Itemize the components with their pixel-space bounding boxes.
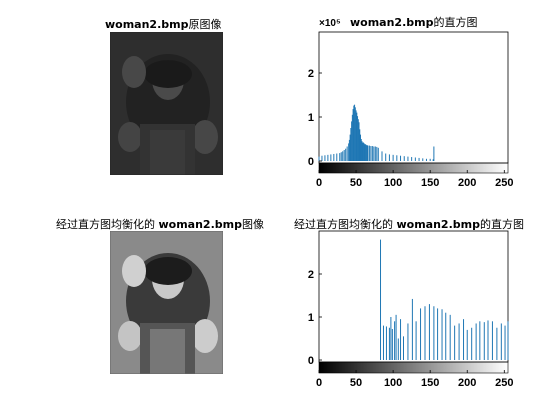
colorbar — [318, 162, 509, 174]
y-tick-label: 0 — [308, 156, 314, 168]
title-equalized-image: 经过直方图均衡化的 woman2.bmp图像 — [56, 218, 264, 231]
colorbar — [318, 361, 509, 374]
x-tick-label: 100 — [384, 377, 402, 389]
x-tick-label: 50 — [350, 177, 362, 189]
x-tick-label: 150 — [421, 177, 439, 189]
y-tick-label: 0 — [308, 355, 314, 367]
title-original-histogram: woman2.bmp的直方图 — [350, 16, 478, 29]
x-tick-label: 100 — [384, 177, 402, 189]
original-photo — [110, 32, 223, 175]
x-tick-label: 150 — [421, 377, 439, 389]
plot-frame — [318, 230, 509, 363]
y-tick-label: 2 — [308, 269, 314, 281]
x-tick-label: 250 — [495, 377, 513, 389]
y-tick-label: 2 — [308, 68, 314, 80]
x-tick-label: 200 — [458, 177, 476, 189]
y-tick-label: 1 — [308, 312, 314, 324]
x-tick-label: 0 — [316, 177, 322, 189]
plot-frame — [318, 31, 509, 164]
x-tick-label: 50 — [350, 377, 362, 389]
exponent-label: ×10⁵ — [319, 18, 341, 29]
title-original-image: woman2.bmp原图像 — [105, 18, 222, 31]
x-tick-label: 200 — [458, 377, 476, 389]
title-equalized-histogram: 经过直方图均衡化的 woman2.bmp的直方图 — [294, 218, 524, 231]
y-tick-label: 1 — [308, 112, 314, 124]
x-tick-label: 0 — [316, 377, 322, 389]
equalized-photo — [110, 231, 223, 374]
x-tick-label: 250 — [495, 177, 513, 189]
